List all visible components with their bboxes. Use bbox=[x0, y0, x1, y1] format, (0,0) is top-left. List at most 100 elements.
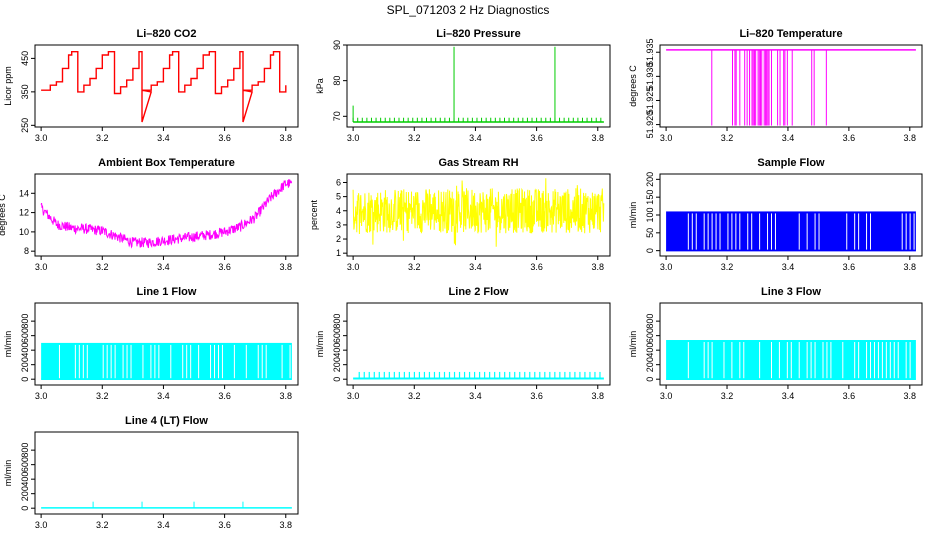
y-tick-label: 80 bbox=[332, 76, 342, 86]
y-axis-label: degrees C bbox=[0, 194, 7, 236]
x-tick-label: 3.0 bbox=[660, 391, 673, 401]
chart-title: Li–820 Pressure bbox=[436, 28, 520, 40]
y-axis-label: kPa bbox=[315, 78, 325, 94]
x-tick-label: 3.4 bbox=[469, 391, 482, 401]
y-tick-label: 50 bbox=[645, 228, 655, 238]
x-tick-label: 3.6 bbox=[530, 262, 543, 272]
x-tick-label: 3.4 bbox=[157, 133, 170, 143]
y-tick-label: 5 bbox=[336, 192, 341, 202]
y-tick-label: 200 bbox=[20, 486, 30, 501]
x-tick-label: 3.6 bbox=[843, 391, 856, 401]
y-tick-label: 0 bbox=[645, 377, 655, 382]
y-tick-label: 6 bbox=[336, 177, 341, 187]
x-tick-label: 3.0 bbox=[660, 262, 673, 272]
x-tick-label: 3.2 bbox=[408, 133, 421, 143]
x-tick-label: 3.8 bbox=[592, 391, 605, 401]
y-axis-label: Licor ppm bbox=[3, 66, 13, 106]
x-tick-label: 3.2 bbox=[96, 520, 109, 530]
y-tick-label: 0 bbox=[20, 377, 30, 382]
y-tick-label: 400 bbox=[332, 343, 342, 358]
plot-frame bbox=[34, 44, 299, 128]
chart-title: Gas Stream RH bbox=[438, 157, 518, 169]
chart-title: Sample Flow bbox=[757, 157, 825, 169]
y-tick-label: 0 bbox=[332, 377, 342, 382]
plot-frame bbox=[34, 431, 299, 515]
y-tick-label: 10 bbox=[19, 227, 29, 237]
plot-frame bbox=[346, 44, 611, 128]
plot-frame bbox=[346, 173, 611, 257]
x-tick-label: 3.2 bbox=[96, 262, 109, 272]
x-tick-label: 3.0 bbox=[35, 391, 48, 401]
x-tick-label: 3.4 bbox=[782, 391, 795, 401]
y-tick-label: 2 bbox=[336, 234, 341, 244]
chart-title: Line 3 Flow bbox=[761, 286, 821, 298]
y-tick-label: 800 bbox=[645, 314, 655, 329]
y-tick-label: 200 bbox=[20, 357, 30, 372]
plot-frame bbox=[346, 302, 611, 386]
chart-rh: Gas Stream RH 3.0 3.2 3.4 3.6 3.8 1 2 3 4 5 6 percen… bbox=[309, 157, 611, 272]
x-tick-label: 3.8 bbox=[280, 262, 293, 272]
y-axis-label: degrees C bbox=[628, 65, 638, 107]
y-tick-label: 51.930 bbox=[645, 63, 655, 91]
x-tick-label: 3.4 bbox=[782, 133, 795, 143]
y-axis-label: ml/min bbox=[3, 331, 13, 358]
x-tick-label: 3.2 bbox=[408, 391, 421, 401]
x-tick-label: 3.0 bbox=[35, 262, 48, 272]
y-tick-label: 800 bbox=[20, 314, 30, 329]
y-axis-label: percent bbox=[309, 199, 319, 230]
figure-title: SPL_071203 2 Hz Diagnostics bbox=[387, 3, 550, 17]
x-tick-label: 3.8 bbox=[592, 262, 605, 272]
y-tick-label: 4 bbox=[336, 206, 341, 216]
y-axis-label: ml/min bbox=[3, 460, 13, 487]
x-tick-label: 3.6 bbox=[843, 262, 856, 272]
y-tick-label: 51.920 bbox=[645, 111, 655, 139]
y-tick-label: 12 bbox=[19, 208, 29, 218]
x-tick-label: 3.6 bbox=[530, 391, 543, 401]
plot-frame bbox=[659, 302, 923, 386]
chart-line4: Line 4 (LT) Flow 3.0 3.2 3.4 3.6 3.8 0 20040060… bbox=[3, 415, 299, 530]
chart-title: Ambient Box Temperature bbox=[98, 157, 235, 169]
y-tick-label: 100 bbox=[645, 207, 655, 222]
chart-title: Line 2 Flow bbox=[449, 286, 509, 298]
x-tick-label: 3.6 bbox=[218, 133, 231, 143]
x-tick-label: 3.8 bbox=[280, 133, 293, 143]
y-tick-label: 90 bbox=[332, 40, 342, 50]
x-tick-label: 3.8 bbox=[904, 262, 917, 272]
y-tick-label: 3 bbox=[336, 220, 341, 230]
plot-frame bbox=[34, 302, 299, 386]
x-tick-label: 3.4 bbox=[469, 262, 482, 272]
x-tick-label: 3.8 bbox=[280, 520, 293, 530]
y-tick-label: 450 bbox=[20, 51, 30, 66]
x-tick-label: 3.8 bbox=[592, 133, 605, 143]
x-tick-label: 3.8 bbox=[904, 391, 917, 401]
x-tick-label: 3.8 bbox=[904, 133, 917, 143]
chart-title: Line 1 Flow bbox=[137, 286, 197, 298]
y-tick-label: 51.925 bbox=[645, 87, 655, 115]
y-tick-label: 600 bbox=[20, 328, 30, 343]
y-axis-label: ml/min bbox=[315, 331, 325, 358]
y-tick-label: 200 bbox=[645, 357, 655, 372]
x-tick-label: 3.2 bbox=[408, 262, 421, 272]
chart-co2: Li–820 CO2 3.0 3.2 3.4 3.6 3.8 250 350 450 Licor … bbox=[3, 28, 299, 143]
y-tick-label: 400 bbox=[645, 343, 655, 358]
x-tick-label: 3.0 bbox=[35, 133, 48, 143]
y-tick-label: 200 bbox=[332, 357, 342, 372]
y-tick-label: 600 bbox=[645, 328, 655, 343]
chart-title: Line 4 (LT) Flow bbox=[125, 415, 208, 427]
x-tick-label: 3.2 bbox=[721, 262, 734, 272]
x-tick-label: 3.8 bbox=[280, 391, 293, 401]
chart-sample-flow: Sample Flow 3.0 3.2 3.4 3.6 3.8 0 50 100 150 200 ml… bbox=[628, 157, 923, 272]
x-tick-label: 3.6 bbox=[218, 262, 231, 272]
plot-frame bbox=[34, 173, 299, 257]
x-tick-label: 3.6 bbox=[218, 391, 231, 401]
y-tick-label: 600 bbox=[332, 328, 342, 343]
x-tick-label: 3.0 bbox=[35, 520, 48, 530]
plot-frame bbox=[659, 44, 923, 128]
y-tick-label: 800 bbox=[20, 443, 30, 458]
